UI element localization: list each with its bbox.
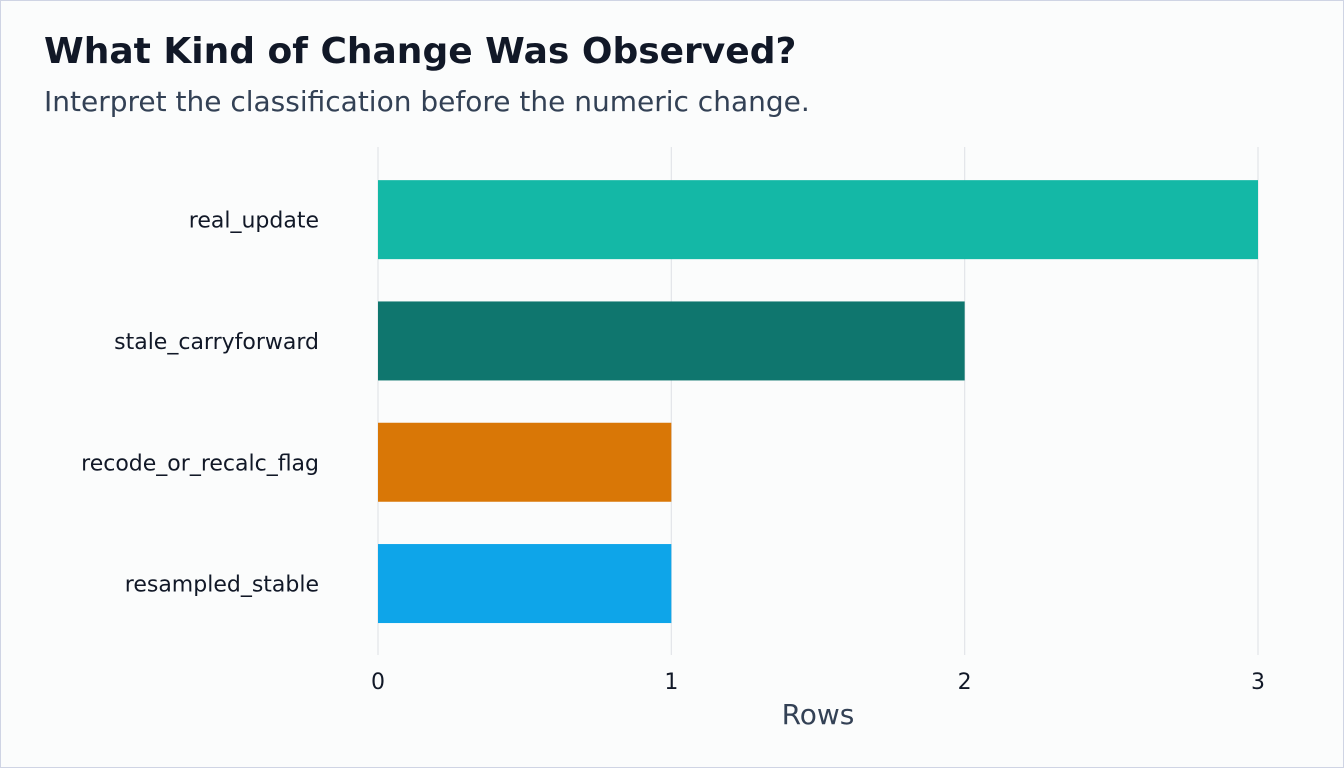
x-axis-title: Rows <box>782 698 855 731</box>
category-label: recode_or_recalc_flag <box>81 451 319 476</box>
bars <box>378 180 1258 624</box>
bar-recode-or-recalc-flag <box>378 422 672 502</box>
chart-title: What Kind of Change Was Observed? <box>44 31 797 72</box>
x-tick-label: 3 <box>1251 670 1265 695</box>
category-labels: real_update stale_carryforward recode_or_r… <box>81 209 319 598</box>
chart-subtitle: Interpret the classification before the … <box>44 85 810 118</box>
x-tick-label: 1 <box>664 670 678 695</box>
category-label: real_update <box>189 209 319 234</box>
x-tick-label: 0 <box>371 670 385 695</box>
category-label: resampled_stable <box>125 573 319 598</box>
bar-resampled-stable <box>378 544 672 624</box>
bar-stale-carryforward <box>378 301 965 381</box>
bar-real-update <box>378 180 1258 260</box>
x-tick-labels: 0 1 2 3 <box>371 670 1265 695</box>
category-label: stale_carryforward <box>114 330 319 355</box>
x-tick-label: 2 <box>958 670 972 695</box>
